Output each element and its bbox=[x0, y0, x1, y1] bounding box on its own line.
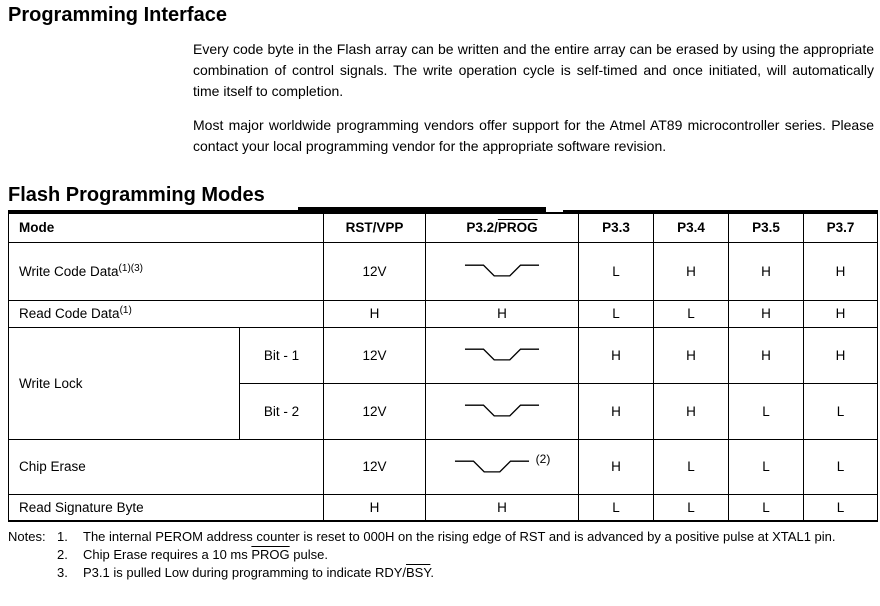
section-title-programming-interface: Programming Interface bbox=[8, 4, 227, 26]
cell-p35: L bbox=[728, 438, 804, 495]
cell-p35: L bbox=[728, 493, 804, 522]
note-text-pre: The internal PEROM address counter is re… bbox=[83, 529, 836, 544]
programming-interface-body: Every code byte in the Flash array can b… bbox=[193, 39, 874, 157]
cell-rst-vpp: 12V bbox=[323, 382, 426, 440]
scan-rule-artifact bbox=[298, 207, 546, 210]
cell-p35: L bbox=[728, 382, 804, 440]
cell-rst-vpp: H bbox=[323, 493, 426, 522]
header-prog-overline: PROG bbox=[497, 220, 538, 236]
note-number: 1. bbox=[57, 529, 68, 544]
note-text-post: pulse. bbox=[289, 547, 328, 562]
note-number: 3. bbox=[57, 565, 68, 580]
cell-p37: H bbox=[803, 241, 878, 301]
header-mode: Mode bbox=[8, 211, 324, 243]
scan-notch-artifact bbox=[546, 210, 563, 212]
cell-p37: L bbox=[803, 382, 878, 440]
note-item-1: 1. The internal PEROM address counter is… bbox=[57, 528, 876, 546]
table-row-read-code-data: Read Code Data(1) H H L L H H bbox=[8, 299, 878, 328]
note-text: The internal PEROM address counter is re… bbox=[83, 528, 876, 546]
mode-cell-chip-erase: Chip Erase bbox=[8, 438, 324, 495]
section-title-flash-programming-modes: Flash Programming Modes bbox=[8, 184, 265, 206]
cell-p37: L bbox=[803, 438, 878, 495]
cell-p35: H bbox=[728, 326, 804, 384]
header-p32-prefix: P3.2/ bbox=[466, 220, 498, 236]
cell-p34: L bbox=[653, 438, 729, 495]
note-item-3: 3. P3.1 is pulled Low during programming… bbox=[57, 564, 876, 582]
header-p35: P3.5 bbox=[728, 211, 804, 243]
note-text-pre: P3.1 is pulled Low during programming to… bbox=[83, 565, 407, 580]
mode-label: Read Code Data bbox=[19, 306, 120, 321]
mode-cell-write-lock: Write Lock bbox=[8, 326, 240, 440]
cell-rst-vpp: H bbox=[323, 299, 426, 328]
table-row-write-lock-bit2: Bit - 2 12V H H L L bbox=[9, 382, 878, 440]
cell-p37: H bbox=[803, 326, 878, 384]
cell-p32-waveform bbox=[425, 382, 579, 440]
flash-programming-modes-table-wrap: Mode RST/VPP P3.2/PROG P3.3 P3.4 P3.5 P3… bbox=[8, 207, 878, 522]
negative-pulse-waveform-icon bbox=[464, 404, 540, 417]
note-item-2: 2. Chip Erase requires a 10 ms PROG puls… bbox=[57, 546, 876, 564]
cell-rst-vpp: 12V bbox=[323, 326, 426, 384]
cell-p33: H bbox=[578, 326, 654, 384]
header-p37: P3.7 bbox=[803, 211, 878, 243]
cell-p32-waveform bbox=[425, 241, 579, 301]
cell-p33: L bbox=[578, 299, 654, 328]
cell-p34: L bbox=[653, 493, 729, 522]
note-text: Chip Erase requires a 10 ms PROG pulse. bbox=[83, 546, 876, 564]
cell-p34: H bbox=[653, 382, 729, 440]
notes-section: Notes: 1. The internal PEROM address cou… bbox=[8, 528, 876, 582]
cell-bit1: Bit - 1 bbox=[239, 326, 324, 384]
cell-p33: L bbox=[578, 493, 654, 522]
note-prog-overline: PROG bbox=[251, 547, 290, 562]
mode-cell-read-code-data: Read Code Data(1) bbox=[8, 299, 324, 328]
negative-pulse-waveform-icon bbox=[464, 264, 540, 277]
flash-programming-modes-table: Mode RST/VPP P3.2/PROG P3.3 P3.4 P3.5 P3… bbox=[8, 210, 878, 522]
cell-p32: H bbox=[425, 493, 579, 522]
notes-list: 1. The internal PEROM address counter is… bbox=[57, 528, 876, 582]
cell-p37: H bbox=[803, 299, 878, 328]
table-row-read-signature-byte: Read Signature Byte H H L L L L bbox=[8, 493, 878, 522]
mode-label: Write Code Data bbox=[19, 263, 119, 279]
negative-pulse-waveform-icon bbox=[464, 348, 540, 361]
cell-p34: H bbox=[653, 326, 729, 384]
cell-p35: H bbox=[728, 241, 804, 301]
note-ref: (2) bbox=[535, 452, 551, 467]
mode-cell-write-code-data: Write Code Data(1)(3) bbox=[8, 241, 324, 301]
table-row-write-lock-bit1: Write Lock Bit - 1 12V H H H H bbox=[8, 326, 878, 440]
note-text: P3.1 is pulled Low during programming to… bbox=[83, 564, 876, 582]
note-ref: (1)(3) bbox=[118, 262, 143, 274]
notes-label: Notes: bbox=[8, 529, 46, 544]
table-row-chip-erase: Chip Erase 12V (2) H L L L bbox=[8, 438, 878, 495]
note-ref: (1) bbox=[119, 305, 132, 316]
table-header-row: Mode RST/VPP P3.2/PROG P3.3 P3.4 P3.5 P3… bbox=[8, 211, 878, 243]
cell-p35: H bbox=[728, 299, 804, 328]
datasheet-page: { "sections": { "programming_interface":… bbox=[0, 4, 880, 606]
cell-p33: H bbox=[578, 438, 654, 495]
cell-p33: H bbox=[578, 382, 654, 440]
paragraph-vendors: Most major worldwide programming vendors… bbox=[193, 117, 874, 154]
cell-p34: H bbox=[653, 241, 729, 301]
cell-bit2: Bit - 2 bbox=[239, 382, 324, 440]
cell-p34: L bbox=[653, 299, 729, 328]
header-p34: P3.4 bbox=[653, 211, 729, 243]
cell-p33: L bbox=[578, 241, 654, 301]
cell-rst-vpp: 12V bbox=[323, 241, 426, 301]
note-text-post: . bbox=[430, 565, 434, 580]
cell-p32-waveform bbox=[425, 326, 579, 384]
header-p33: P3.3 bbox=[578, 211, 654, 243]
table-row-write-code-data: Write Code Data(1)(3) 12V L H H H bbox=[8, 241, 878, 301]
header-p32-prog: P3.2/PROG bbox=[425, 211, 579, 243]
negative-pulse-waveform-icon bbox=[454, 459, 529, 473]
cell-rst-vpp: 12V bbox=[323, 438, 426, 495]
paragraph-flash-write: Every code byte in the Flash array can b… bbox=[193, 41, 874, 99]
cell-p32-waveform: (2) bbox=[425, 438, 579, 495]
cell-p37: L bbox=[803, 493, 878, 522]
note-number: 2. bbox=[57, 547, 68, 562]
mode-cell-read-signature-byte: Read Signature Byte bbox=[8, 493, 324, 522]
header-rst-vpp: RST/VPP bbox=[323, 211, 426, 243]
note-text-pre: Chip Erase requires a 10 ms bbox=[83, 547, 252, 562]
note-bsy-overline: BSY bbox=[406, 565, 431, 580]
cell-p32: H bbox=[425, 299, 579, 328]
